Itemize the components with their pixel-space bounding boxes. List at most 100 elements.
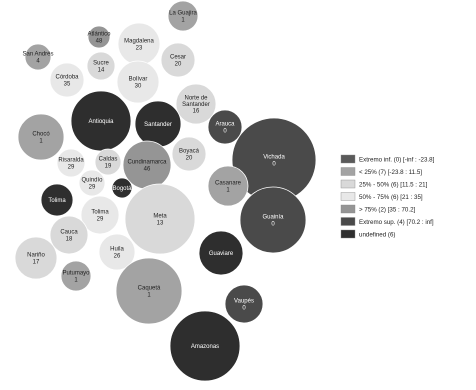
bubble-value-label: 1 — [39, 138, 43, 144]
bubble-name-label: Cauca — [60, 230, 78, 236]
bubble-circle — [171, 136, 207, 172]
bubble-circle — [98, 233, 136, 271]
bubble-name-label: San Andrés — [22, 52, 53, 58]
bubble-name-label: Putumayo — [62, 271, 90, 277]
bubble-value-label: 26 — [114, 253, 121, 259]
bubble-guaviare[interactable]: Guaviare — [198, 230, 244, 276]
bubble-amazonas[interactable]: Amazonas — [169, 310, 241, 382]
bubble-name-label: Boyacá — [179, 149, 200, 155]
bubble-circle — [224, 284, 264, 324]
bubble-value-label: 29 — [68, 164, 75, 170]
bubble-value-label: 0 — [272, 161, 276, 167]
bubble-circle — [40, 183, 74, 217]
bubble-circle — [17, 113, 65, 161]
bubble-circle — [24, 43, 52, 71]
bubble-name-label: Risaralda — [58, 158, 84, 164]
bubble-value-label: 0 — [242, 305, 246, 311]
bubble-name-label: Guainía — [262, 215, 284, 221]
legend-label: 50% - 75% (6) [21 : 35] — [359, 194, 423, 201]
bubble-name-label: Quindío — [81, 178, 103, 184]
bubble-circle — [239, 186, 307, 254]
bubble-circle — [80, 195, 120, 235]
bubble-name-label: Bolívar — [129, 77, 148, 83]
bubble-circle — [207, 165, 249, 207]
bubble-value-label: 13 — [157, 220, 164, 226]
bubble-name-label: Vichada — [263, 155, 285, 161]
bubble-antioquia[interactable]: Antioquia — [70, 90, 132, 152]
bubble-value-label: 20 — [175, 61, 182, 67]
legend-label: > 75% (2) [35 : 70.2] — [359, 207, 416, 214]
bubble-circle — [169, 310, 241, 382]
bubble-bogota[interactable]: Bogotá — [111, 177, 133, 199]
legend-label: < 25% (7) [-23.8 : 11.5] — [359, 169, 422, 176]
bubble-name-label: Magdalena — [124, 39, 154, 45]
bubble-name-label: Sucre — [93, 61, 109, 67]
bubble-santander[interactable]: Santander — [134, 100, 182, 148]
bubble-name-label: Atlántico — [87, 32, 111, 38]
bubble-name-label: Caquetá — [138, 286, 161, 292]
bubble-value-label: 48 — [96, 38, 103, 44]
bubble-name-label: Santander — [182, 102, 210, 108]
bubble-circle — [49, 215, 89, 255]
legend-item-q4: > 75% (2) [35 : 70.2] — [340, 204, 416, 214]
bubble-tolima[interactable]: Tolima — [40, 183, 74, 217]
legend-item-undefined: undefined (6) — [340, 229, 395, 239]
bubble-circle — [116, 60, 160, 104]
bubble-circle — [111, 177, 133, 199]
legend-swatch — [340, 192, 356, 201]
legend-swatch — [340, 229, 356, 239]
bubble-value-label: 30 — [135, 83, 142, 89]
bubble-value-label: 0 — [271, 221, 275, 227]
legend-label: Extremo sup. (4) [70.2 : inf] — [359, 219, 434, 226]
bubble-value-label: 14 — [98, 67, 105, 73]
bubble-name-label: Cesar — [170, 55, 186, 61]
bubble-name-label: Arauca — [215, 122, 235, 128]
bubble-value-label: 18 — [66, 236, 73, 242]
bubble-value-label: 20 — [186, 155, 193, 161]
legend-swatch — [340, 204, 356, 214]
bubble-name-label: Santander — [144, 122, 172, 128]
bubble-name-label: Caldas — [99, 157, 118, 163]
bubble-name-label: Huila — [110, 247, 124, 253]
bubble-circle — [207, 109, 243, 145]
bubble-name-label: Norte de — [184, 95, 208, 101]
legend-item-ext-high: Extremo sup. (4) [70.2 : inf] — [340, 217, 434, 226]
legend-item-q1: < 25% (7) [-23.8 : 11.5] — [340, 167, 422, 176]
bubble-name-label: Bogotá — [112, 186, 132, 192]
bubble-name-label: Tolima — [91, 210, 109, 216]
legend-label: Extremo inf. (0) [-inf : -23.8] — [359, 157, 435, 164]
legend-item-q3: 50% - 75% (6) [21 : 35] — [340, 192, 423, 201]
bubble-circle — [87, 25, 111, 49]
bubble-value-label: 1 — [226, 187, 230, 193]
bubble-circle — [115, 257, 183, 325]
bubble-value-label: 29 — [97, 216, 104, 222]
bubble-name-label: Meta — [153, 214, 167, 220]
